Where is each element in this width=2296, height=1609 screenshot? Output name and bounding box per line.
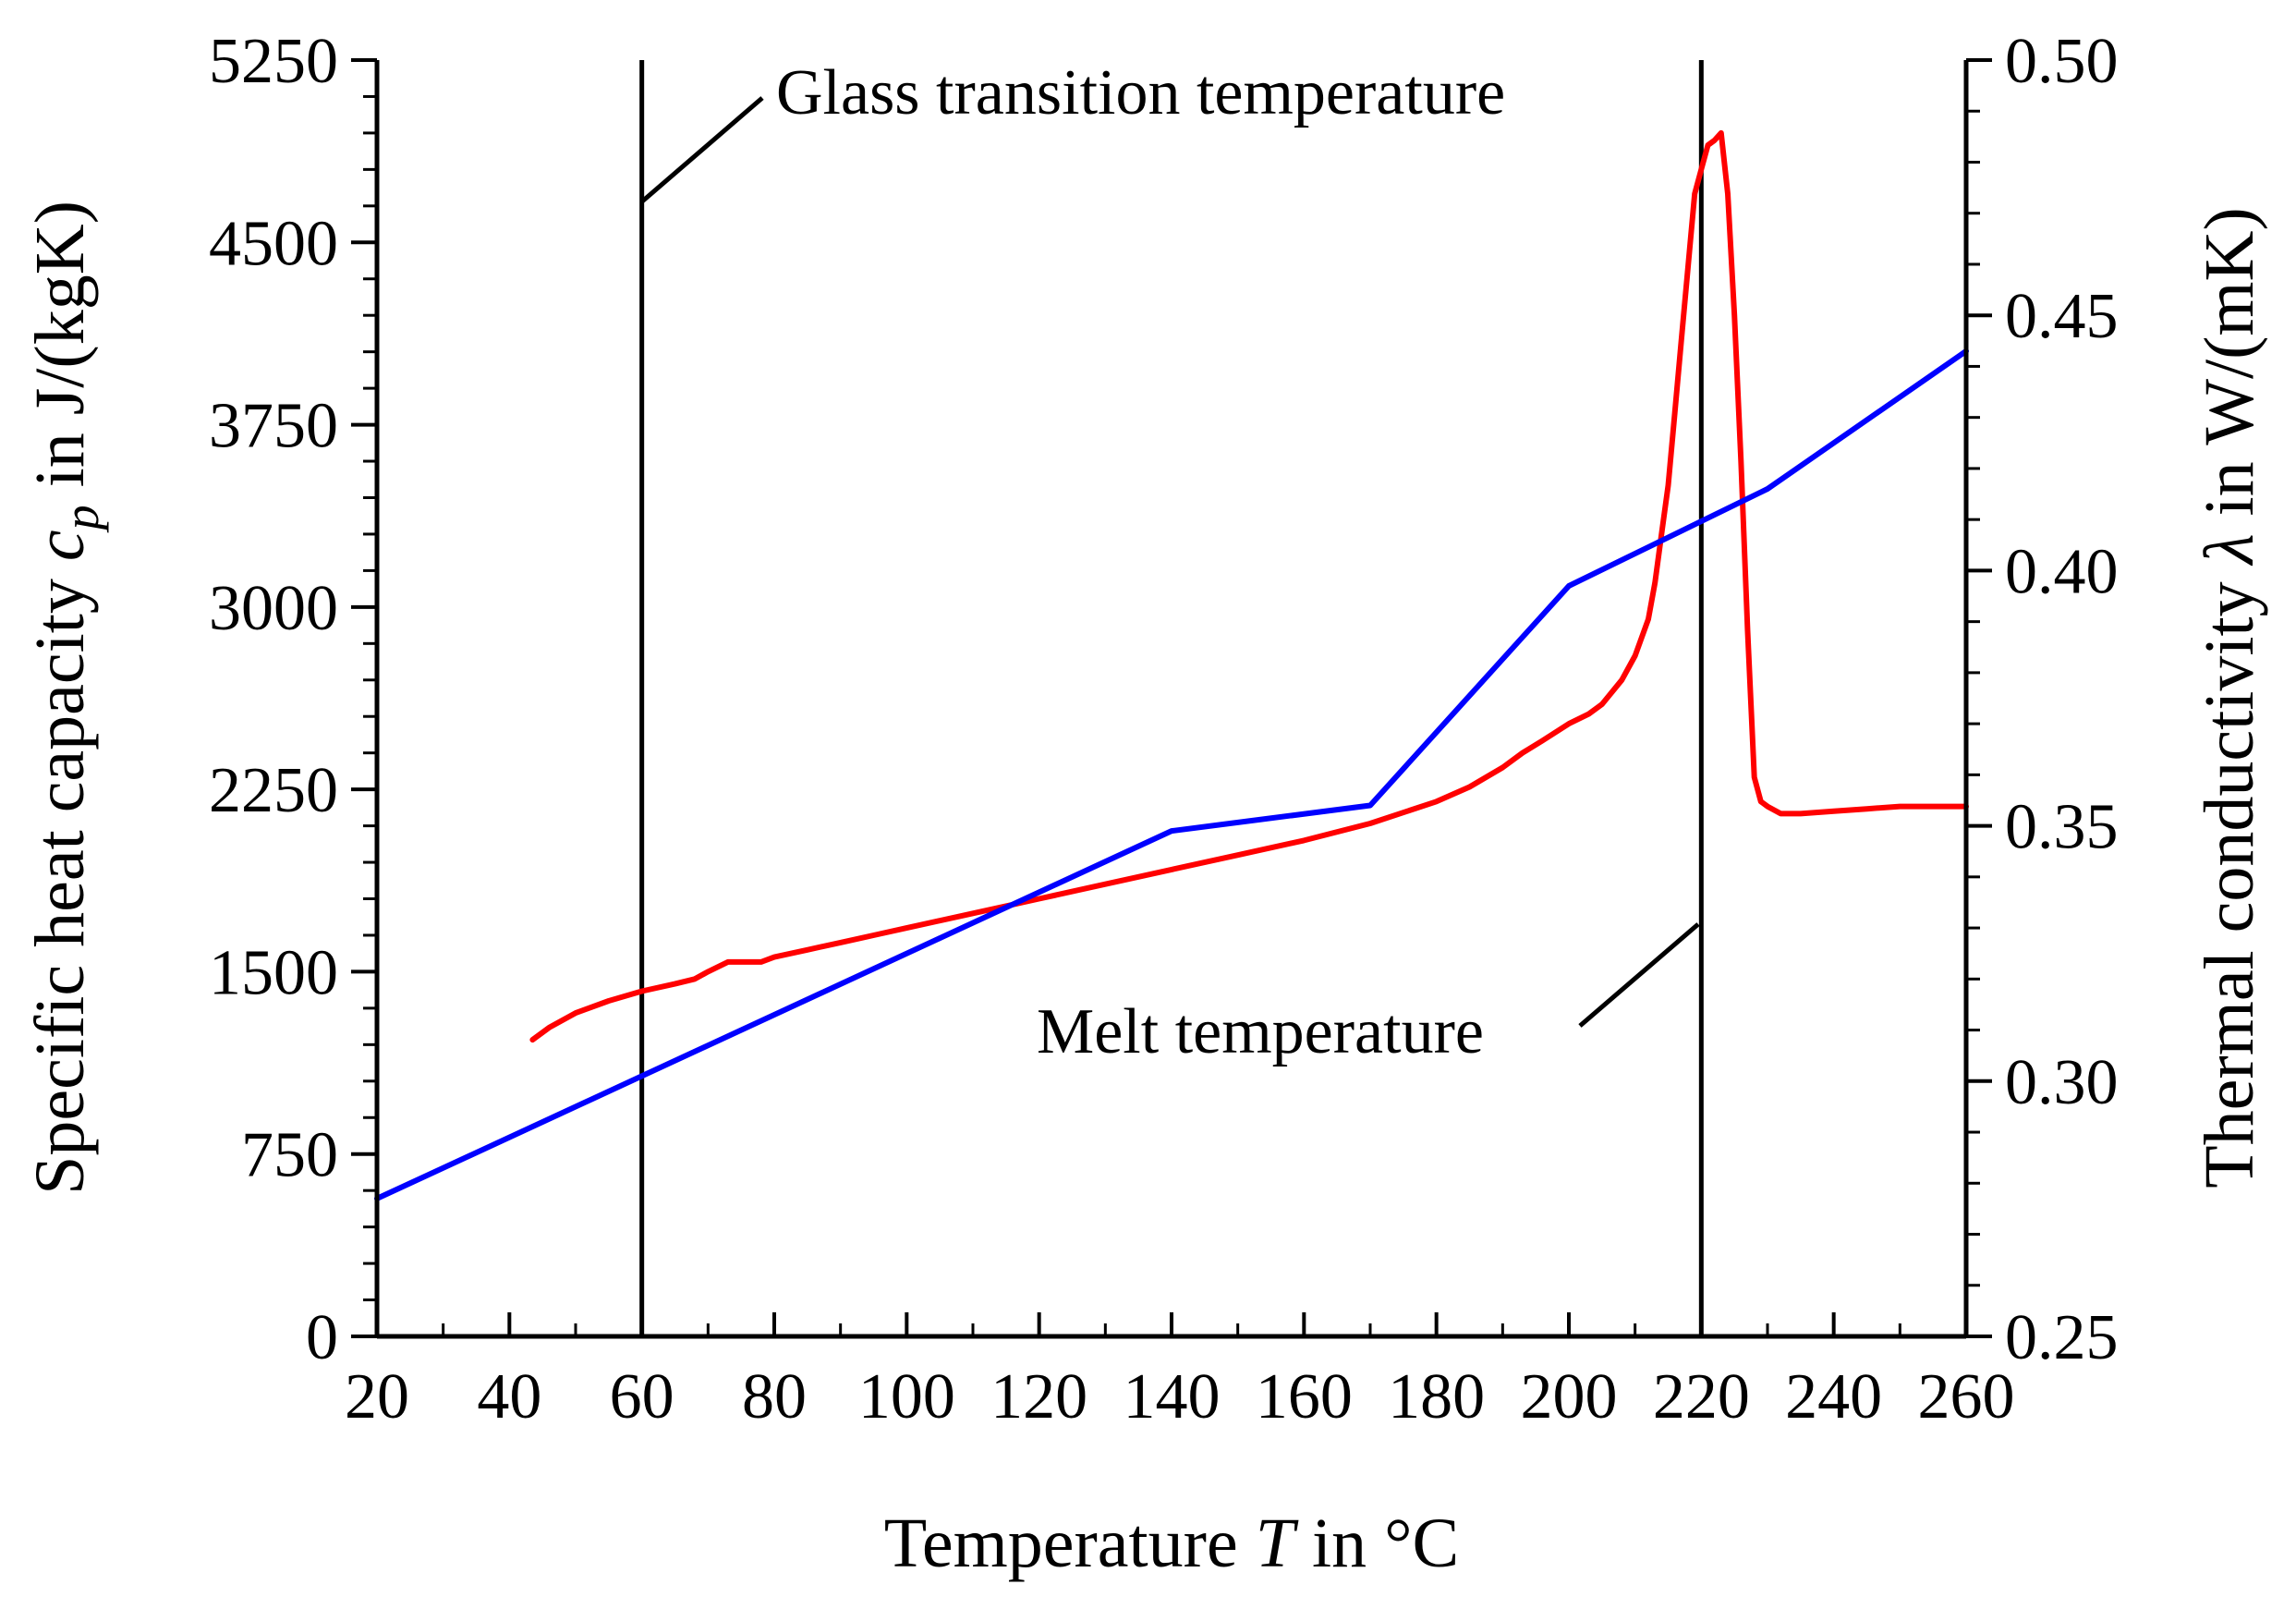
series-specific-heat-capacity (529, 129, 1969, 1043)
glass-transition-leader-line (640, 96, 764, 203)
x-axis-title: Temperature T in °C (884, 1505, 1459, 1582)
x-tick-label: 80 (742, 1361, 807, 1432)
annot-layer: Glass transition temperature Melt temper… (640, 57, 1700, 1067)
y-axis-left-title-suffix: in J/(kgK) (21, 201, 99, 505)
series-layer (374, 129, 1969, 1201)
x-tick-label: 180 (1388, 1361, 1485, 1432)
x-tick-label: 40 (477, 1361, 541, 1432)
x-axis-title-var: T (1256, 1505, 1299, 1582)
y-axis-left-title-var: c (21, 530, 99, 561)
melt-temperature-leader-line (1578, 922, 1700, 1028)
y-right-tick-label: 0.30 (2005, 1047, 2119, 1118)
y-left-tick-label: 1500 (209, 937, 338, 1008)
ticks-layer (351, 58, 1992, 1338)
x-tick-label: 120 (990, 1361, 1087, 1432)
glass-transition-label: Glass transition temperature (776, 57, 1505, 128)
y-axis-left-title: Specific heat capacity cp in J/(kgK) (21, 201, 109, 1195)
x-tick-label: 100 (858, 1361, 955, 1432)
y-left-tick-label: 4500 (209, 208, 338, 279)
y-axis-right-title-var: λ (2191, 533, 2268, 566)
x-tick-label: 200 (1521, 1361, 1618, 1432)
axis-title-layer: Temperature T in °C Specific heat capaci… (21, 201, 2268, 1582)
y-right-tick-label: 0.50 (2005, 26, 2119, 97)
y-axis-left-title-prefix: Specific heat capacity (21, 561, 99, 1195)
x-tick-label: 140 (1124, 1361, 1221, 1432)
y-axis-right-title-suffix: in W/(mK) (2191, 207, 2268, 533)
y-axis-right-title: Thermal conductivity λ in W/(mK) (2191, 207, 2268, 1188)
y-right-tick-label: 0.25 (2005, 1302, 2119, 1373)
y-left-tick-label: 3750 (209, 391, 338, 462)
label-layer: 20 40 60 80 100 120 140 160 180 200 220 240 260 0 750 1… (209, 26, 2119, 1432)
x-tick-label: 20 (345, 1361, 409, 1432)
series-thermal-conductivity (374, 347, 1969, 1201)
frame-layer (374, 60, 1969, 1339)
x-tick-label: 60 (610, 1361, 674, 1432)
y-left-tick-label: 5250 (209, 26, 338, 97)
y-left-tick-label: 750 (241, 1120, 338, 1191)
y-right-tick-label: 0.45 (2005, 281, 2119, 352)
x-tick-label: 220 (1653, 1361, 1750, 1432)
melt-temperature-label: Melt temperature (1037, 996, 1484, 1067)
x-tick-label: 240 (1785, 1361, 1882, 1432)
y-axis-right-title-prefix: Thermal conductivity (2191, 564, 2268, 1188)
y-right-tick-label: 0.40 (2005, 536, 2119, 607)
x-axis-title-suffix: in °C (1294, 1505, 1459, 1582)
y-right-tick-label: 0.35 (2005, 792, 2119, 863)
x-tick-label: 260 (1918, 1361, 2015, 1432)
y-left-tick-label: 0 (306, 1302, 338, 1373)
y-left-tick-label: 3000 (209, 573, 338, 644)
y-left-tick-label: 2250 (209, 755, 338, 826)
vline-layer (639, 60, 1704, 1336)
y-axis-left-title-sub: p (54, 505, 109, 533)
x-tick-label: 160 (1256, 1361, 1353, 1432)
x-axis-title-prefix: Temperature (884, 1505, 1256, 1582)
